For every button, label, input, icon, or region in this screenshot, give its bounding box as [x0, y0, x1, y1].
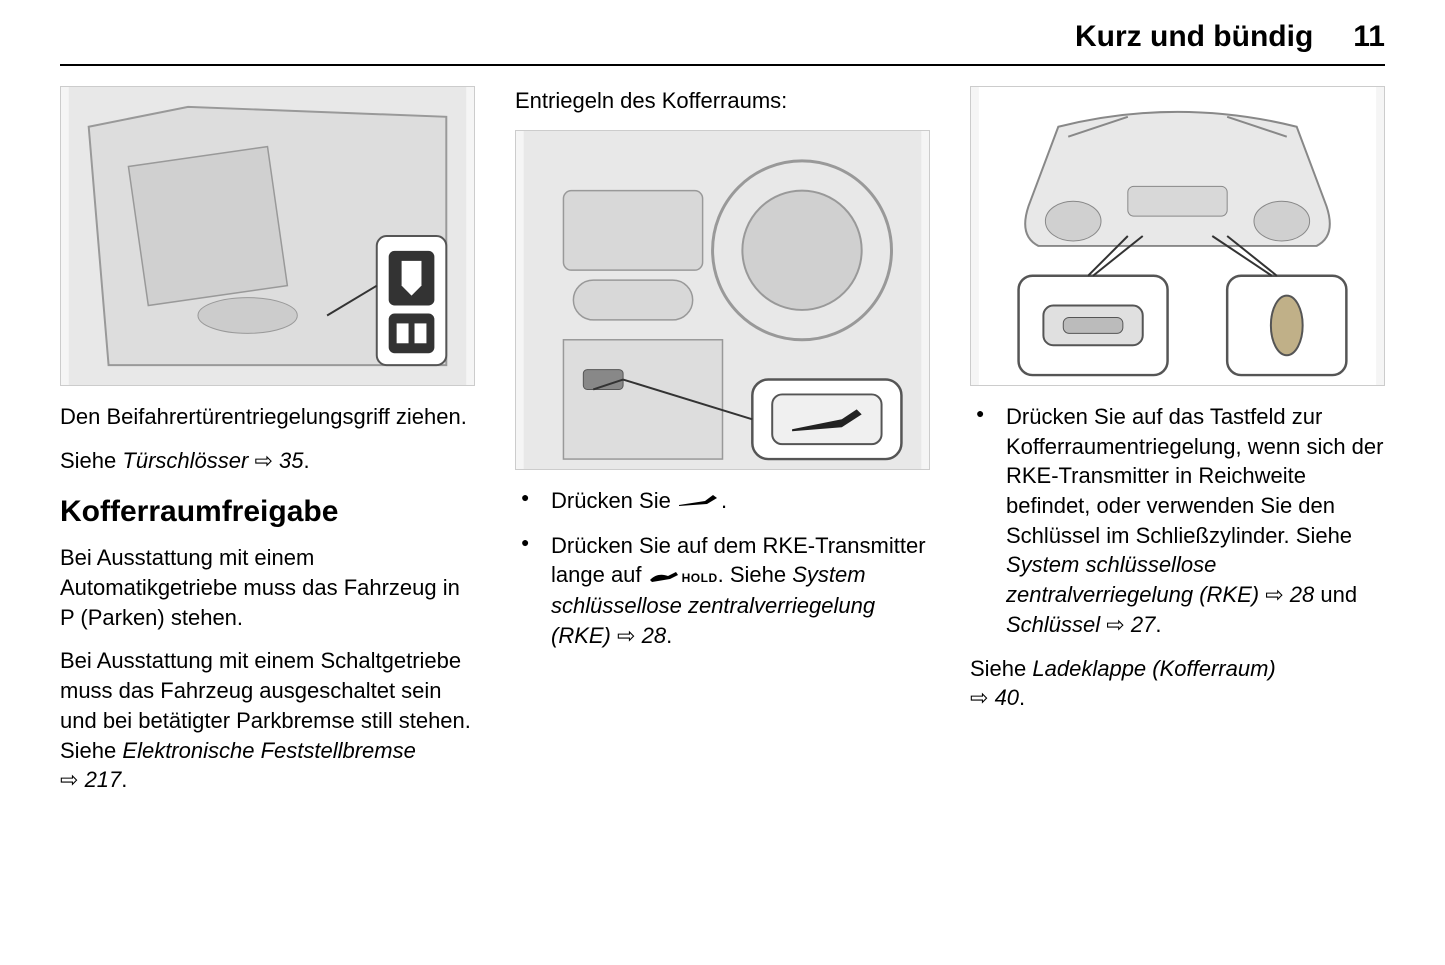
trunk-open-icon: [677, 487, 721, 517]
ref-arrow-icon: ⇨: [1106, 610, 1124, 640]
reference-page: 217: [85, 767, 122, 792]
ref-arrow-icon: ⇨: [1265, 580, 1283, 610]
text: Drücken Sie: [551, 488, 677, 513]
reference-link: Türschlösser: [122, 448, 248, 473]
paragraph: Bei Ausstattung mit einem Schaltgetriebe…: [60, 646, 475, 794]
reference-page: 40: [995, 685, 1019, 710]
ref-arrow-icon: ⇨: [60, 765, 78, 795]
section-title: Kurz und bündig: [1075, 20, 1313, 54]
reference-link: System schlüssellose zentralverriegelung…: [1006, 552, 1259, 607]
column-3: Drücken Sie auf das Tastfeld zur Kofferr…: [970, 86, 1385, 925]
bullet-list: Drücken Sie auf das Tastfeld zur Kofferr…: [970, 402, 1385, 654]
rear-touchpad-illustration: [971, 87, 1384, 385]
header-divider: [60, 64, 1385, 66]
paragraph: Den Beifahrertürentriegelungsgriff ziehe…: [60, 402, 475, 432]
text: Drücken Sie auf das Tastfeld zur Kofferr…: [1006, 404, 1383, 548]
bullet-list: Drücken Sie . Drücken Sie auf dem RKE-Tr…: [515, 486, 930, 665]
paragraph: Siehe Türschlösser ⇨ 35.: [60, 446, 475, 476]
reference-page: 28: [642, 623, 666, 648]
reference-page: 28: [1290, 582, 1314, 607]
paragraph: Entriegeln des Kofferraums:: [515, 86, 930, 116]
figure-rear-touchpad: [970, 86, 1385, 386]
text: Siehe: [60, 448, 122, 473]
ref-arrow-icon: ⇨: [970, 683, 988, 713]
figure-door-release: [60, 86, 475, 386]
paragraph: Siehe Ladeklappe (Kofferraum)⇨ 40.: [970, 654, 1385, 713]
door-release-illustration: [61, 87, 474, 385]
list-item: Drücken Sie auf das Tastfeld zur Kofferr…: [970, 402, 1385, 640]
figure-trunk-button: [515, 130, 930, 470]
page-number: 11: [1353, 20, 1385, 54]
ref-arrow-icon: ⇨: [617, 621, 635, 651]
text: . Siehe: [718, 562, 793, 587]
trunk-button-illustration: [516, 131, 929, 469]
hold-label: HOLD: [682, 571, 718, 585]
reference-page: 27: [1131, 612, 1155, 637]
reference-link: Schlüssel: [1006, 612, 1100, 637]
list-item: Drücken Sie auf dem RKE-Transmitter lang…: [515, 531, 930, 651]
ref-arrow-icon: ⇨: [254, 446, 272, 476]
column-2: Entriegeln des Kofferraums:: [515, 86, 930, 925]
text: und: [1314, 582, 1357, 607]
text: Siehe: [970, 656, 1032, 681]
section-heading: Kofferraumfreigabe: [60, 495, 475, 529]
list-item: Drücken Sie .: [515, 486, 930, 517]
column-1: Den Beifahrertürentriegelungsgriff ziehe…: [60, 86, 475, 925]
content-columns: Den Beifahrertürentriegelungsgriff ziehe…: [60, 86, 1385, 925]
reference-page: 35: [279, 448, 303, 473]
reference-link: Ladeklappe (Kofferraum): [1032, 656, 1275, 681]
page-header: Kurz und bündig 11: [60, 20, 1385, 64]
manual-page: Kurz und bündig 11: [0, 0, 1445, 965]
trunk-hold-icon: [648, 562, 682, 592]
reference-link: Elektronische Feststellbremse: [122, 738, 415, 763]
paragraph: Bei Ausstattung mit einem Automatikgetri…: [60, 543, 475, 632]
